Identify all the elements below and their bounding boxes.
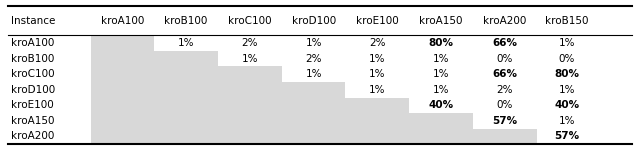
Text: 2%: 2%: [369, 38, 385, 48]
Bar: [218, 113, 282, 129]
Text: 0%: 0%: [497, 54, 513, 64]
Bar: [154, 113, 218, 129]
Text: kroA200: kroA200: [11, 131, 54, 141]
Text: 1%: 1%: [559, 38, 575, 48]
Text: kroE100: kroE100: [11, 100, 54, 110]
Bar: [91, 35, 154, 51]
Text: 0%: 0%: [497, 100, 513, 110]
Bar: [154, 82, 218, 98]
Bar: [91, 82, 154, 98]
Text: kroA100: kroA100: [100, 16, 144, 26]
Bar: [473, 129, 537, 144]
Bar: [91, 66, 154, 82]
Bar: [346, 98, 409, 113]
Text: 1%: 1%: [559, 116, 575, 126]
Bar: [218, 66, 282, 82]
Text: 57%: 57%: [554, 131, 579, 141]
Bar: [154, 98, 218, 113]
Bar: [154, 51, 218, 66]
Bar: [154, 129, 218, 144]
Text: 66%: 66%: [492, 69, 517, 79]
Text: kroC100: kroC100: [11, 69, 54, 79]
Bar: [91, 98, 154, 113]
Text: 1%: 1%: [369, 69, 385, 79]
Bar: [154, 66, 218, 82]
Text: kroB150: kroB150: [545, 16, 589, 26]
Text: 57%: 57%: [492, 116, 517, 126]
Text: 1%: 1%: [433, 69, 449, 79]
Bar: [218, 82, 282, 98]
Bar: [282, 98, 346, 113]
Text: 1%: 1%: [242, 54, 258, 64]
Bar: [91, 113, 154, 129]
Text: 40%: 40%: [554, 100, 579, 110]
Text: 0%: 0%: [559, 54, 575, 64]
Text: kroA100: kroA100: [11, 38, 54, 48]
Bar: [218, 129, 282, 144]
Bar: [409, 113, 473, 129]
Text: kroD100: kroD100: [11, 85, 55, 95]
Text: kroB100: kroB100: [11, 54, 54, 64]
Text: kroA150: kroA150: [11, 116, 54, 126]
Text: Instance: Instance: [11, 16, 55, 26]
Bar: [282, 129, 346, 144]
Bar: [91, 129, 154, 144]
Bar: [282, 82, 346, 98]
Text: kroE100: kroE100: [356, 16, 399, 26]
Text: 1%: 1%: [369, 85, 385, 95]
Text: 40%: 40%: [429, 100, 454, 110]
Bar: [346, 129, 409, 144]
Text: 1%: 1%: [178, 38, 195, 48]
Text: kroA200: kroA200: [483, 16, 527, 26]
Text: 1%: 1%: [559, 85, 575, 95]
Bar: [218, 98, 282, 113]
Text: 80%: 80%: [429, 38, 454, 48]
Text: 1%: 1%: [305, 38, 322, 48]
Bar: [346, 113, 409, 129]
Bar: [91, 51, 154, 66]
Text: 1%: 1%: [433, 85, 449, 95]
Text: 1%: 1%: [369, 54, 385, 64]
Bar: [409, 129, 473, 144]
Text: kroD100: kroD100: [291, 16, 336, 26]
Text: 2%: 2%: [242, 38, 258, 48]
Text: 1%: 1%: [433, 54, 449, 64]
Text: kroB100: kroB100: [164, 16, 208, 26]
Text: 1%: 1%: [305, 69, 322, 79]
Text: kroC100: kroC100: [228, 16, 272, 26]
Text: 2%: 2%: [305, 54, 322, 64]
Bar: [282, 113, 346, 129]
Text: 2%: 2%: [497, 85, 513, 95]
Text: 80%: 80%: [554, 69, 579, 79]
Text: kroA150: kroA150: [419, 16, 463, 26]
Text: 66%: 66%: [492, 38, 517, 48]
